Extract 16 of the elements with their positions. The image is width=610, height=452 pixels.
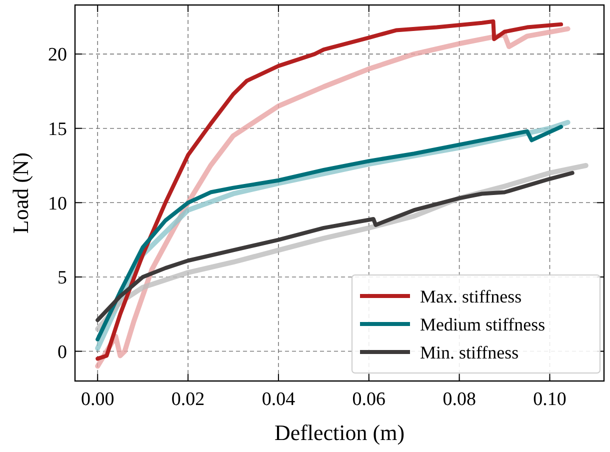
legend-label: Medium stiffness: [420, 314, 546, 334]
x-tick-label: 0.08: [442, 389, 476, 410]
x-tick-label: 0.10: [533, 389, 566, 410]
x-tick-label: 0.06: [352, 389, 386, 410]
x-tick-label: 0.04: [262, 389, 296, 410]
legend-label: Max. stiffness: [420, 286, 522, 306]
x-tick-label: 0.00: [80, 389, 114, 410]
x-tick-label: 0.02: [171, 389, 205, 410]
y-axis-title: Load (N): [8, 152, 33, 234]
y-tick-label: 0: [58, 342, 67, 363]
legend-label: Min. stiffness: [420, 342, 519, 362]
x-axis-title: Deflection (m): [274, 420, 405, 445]
y-tick-label: 5: [58, 268, 67, 289]
y-tick-label: 20: [48, 44, 67, 66]
y-tick-label: 10: [48, 193, 67, 214]
y-tick-label: 15: [48, 119, 67, 140]
